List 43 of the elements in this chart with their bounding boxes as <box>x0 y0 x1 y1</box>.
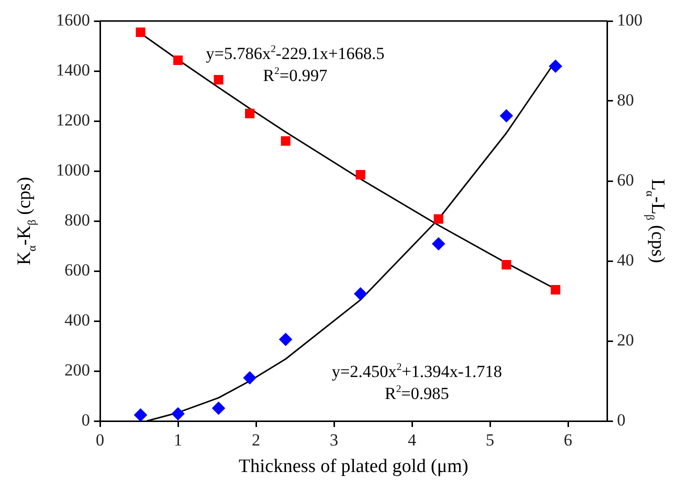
point <box>502 260 512 270</box>
x-tick-label: 4 <box>408 430 417 450</box>
point <box>434 214 444 224</box>
y2-tick-label: 100 <box>617 10 642 30</box>
point <box>500 109 513 122</box>
point <box>354 287 368 300</box>
y-tick-label: 600 <box>64 260 90 280</box>
x-axis-title: Thickness of plated gold (μm) <box>238 456 468 477</box>
point <box>172 407 184 420</box>
y-tick-label: 1600 <box>56 10 90 30</box>
y2-tick-label: 60 <box>617 170 634 190</box>
point <box>136 28 146 37</box>
point <box>432 237 446 250</box>
x-tick-label: 0 <box>96 430 104 450</box>
x-tick-label: 2 <box>252 430 260 450</box>
point <box>280 136 290 146</box>
x-tick-label: 1 <box>174 430 182 450</box>
y-tick-label: 400 <box>64 310 90 330</box>
y2-tick-label: 20 <box>617 330 634 350</box>
y2-tick-label: 40 <box>617 250 634 270</box>
y2-tick-label: 80 <box>617 90 634 110</box>
y-tick-label: 800 <box>64 210 90 230</box>
y-axis-title: Kα-Kβ (cps) <box>14 176 39 266</box>
point <box>550 285 560 294</box>
point <box>134 408 148 421</box>
x-tick-label: 5 <box>486 430 494 450</box>
point <box>214 75 224 84</box>
point <box>245 108 255 118</box>
y-tick-label: 1400 <box>56 60 90 80</box>
point <box>549 60 562 73</box>
x-tick-label: 3 <box>330 430 338 450</box>
point <box>173 56 183 65</box>
y-tick-label: 0 <box>82 410 90 430</box>
y2-tick-label: 0 <box>617 410 626 430</box>
y-tick-label: 200 <box>64 360 90 380</box>
point <box>212 402 226 415</box>
point <box>243 371 256 384</box>
point <box>356 170 366 180</box>
y-tick-label: 1000 <box>56 160 90 180</box>
point <box>279 332 292 346</box>
y-tick-label: 1200 <box>56 110 90 130</box>
y2-axis-title: Lα-Lβ (cps) <box>643 178 668 264</box>
x-tick-label: 6 <box>564 430 572 450</box>
